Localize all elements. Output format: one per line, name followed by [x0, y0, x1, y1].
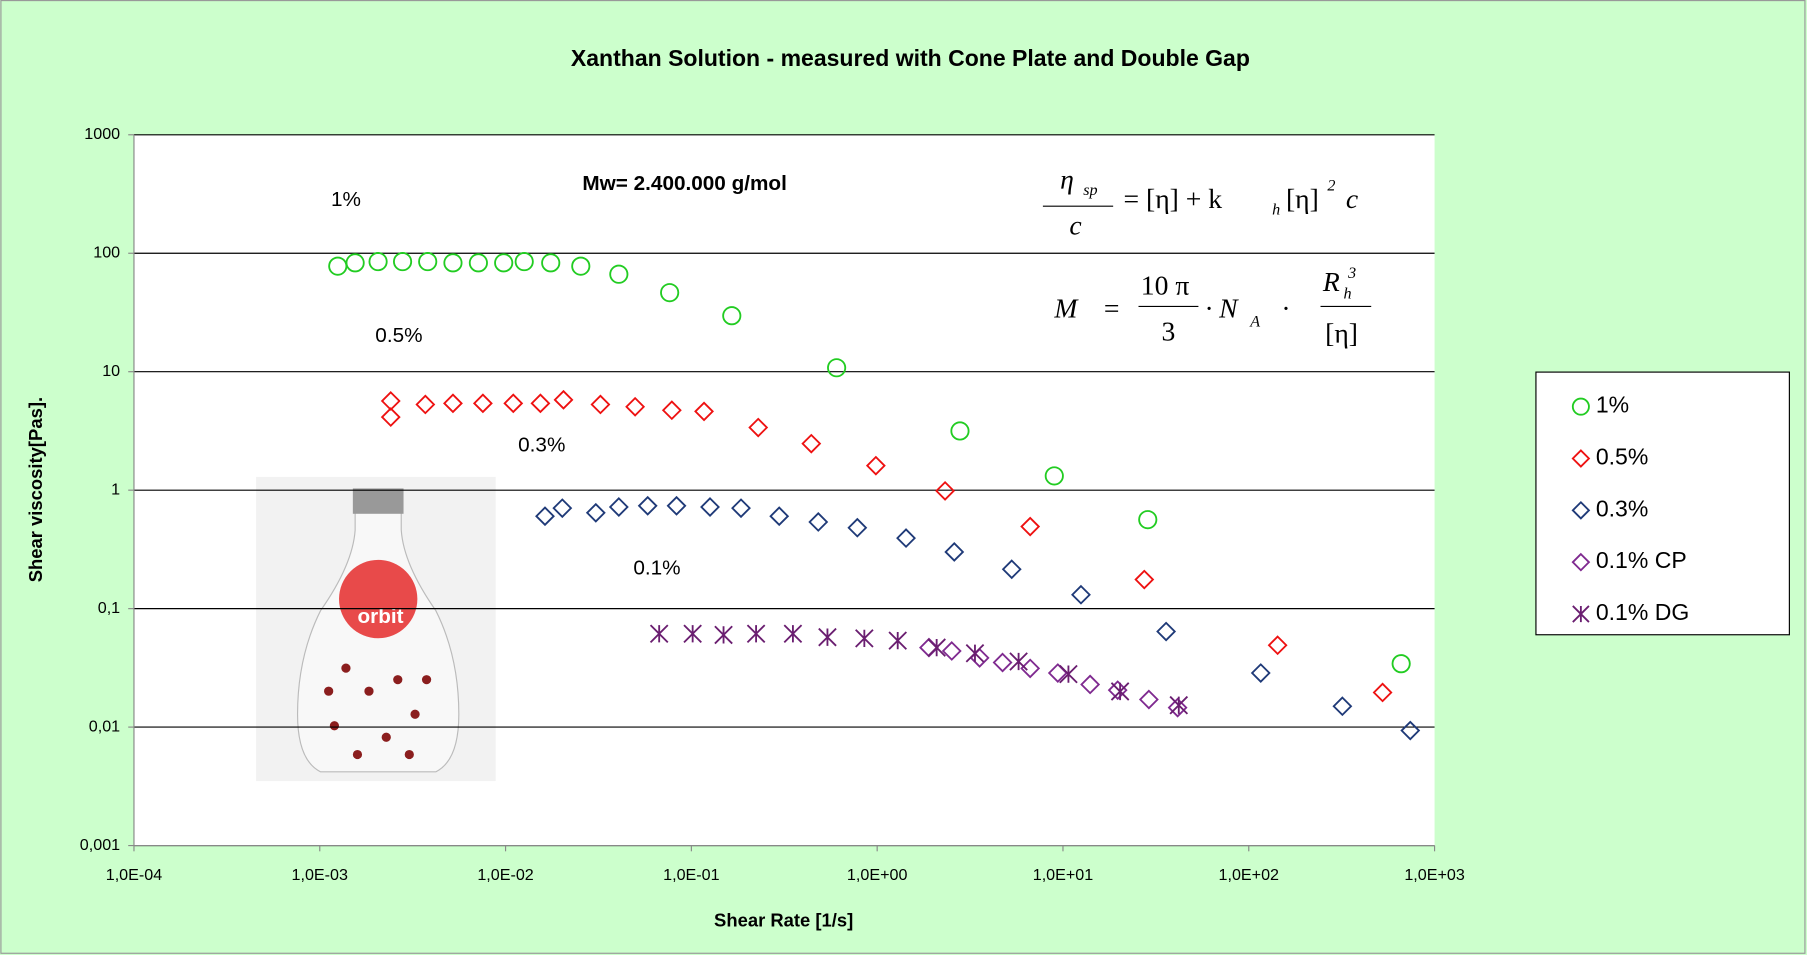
x-tick-label: 1,0E+02 [1219, 866, 1280, 884]
formula-part: h [1272, 202, 1280, 219]
x-axis-title: Shear Rate [1/s] [714, 909, 853, 930]
x-tick-label: 1,0E-01 [663, 866, 719, 884]
legend-label: 0.1% CP [1596, 547, 1687, 573]
y-tick-label: 0,001 [80, 836, 120, 854]
formula-part: · N [1205, 292, 1239, 323]
x-tick-label: 1,0E+03 [1404, 866, 1465, 884]
annotation: 1% [331, 188, 361, 211]
formula-part: M [1053, 292, 1079, 323]
formula-part: η [1060, 163, 1074, 194]
chart: Xanthan Solution - measured with Cone Pl… [0, 0, 1807, 955]
formula-part: A [1249, 313, 1260, 330]
y-tick-label: 0,1 [98, 599, 120, 617]
legend-label: 0.3% [1596, 495, 1648, 521]
x-tick-label: 1,0E-04 [106, 866, 162, 884]
bottle-cap [353, 488, 404, 513]
formula-part: sp [1083, 182, 1097, 199]
formula-part: 2 [1327, 177, 1335, 194]
formula-part: [η] [1325, 318, 1358, 349]
x-tick-label: 1,0E-03 [292, 866, 348, 884]
legend-label: 1% [1596, 392, 1629, 418]
formula-part: c [1346, 183, 1358, 214]
chart-title: Xanthan Solution - measured with Cone Pl… [571, 45, 1250, 71]
y-tick-label: 0,01 [89, 717, 120, 735]
bottle-photo: orbit [256, 477, 496, 781]
x-tick-label: 1,0E+00 [847, 866, 908, 884]
y-tick-label: 10 [102, 362, 120, 380]
formula-part: 3 [1347, 265, 1356, 282]
formula-part: = [η] + k [1124, 183, 1223, 214]
annotation: 0.5% [375, 324, 422, 347]
y-axis-title: Shear viscosity[Pas]. [25, 397, 46, 582]
annotation: 0.3% [518, 433, 565, 456]
y-tick-label: 1 [111, 480, 120, 498]
formula-part: [η] [1286, 183, 1319, 214]
legend-label: 0.5% [1596, 444, 1648, 470]
y-tick-label: 100 [93, 244, 120, 262]
formula-part: = [1104, 292, 1120, 323]
formula-part: c [1069, 209, 1081, 240]
x-tick-label: 1,0E+01 [1033, 866, 1094, 884]
formula-part: · [1281, 292, 1290, 323]
y-tick-label: 1000 [84, 125, 120, 143]
annotation: 0.1% [633, 557, 680, 580]
annotation: Mw= 2.400.000 g/mol [582, 172, 786, 195]
formula-part: R [1322, 266, 1340, 297]
formula-part: 10 π [1141, 269, 1190, 300]
formula-part: h [1344, 286, 1352, 303]
legend-label: 0.1% DG [1596, 599, 1689, 625]
x-tick-label: 1,0E-02 [477, 866, 533, 884]
formula-part: 3 [1162, 315, 1176, 346]
